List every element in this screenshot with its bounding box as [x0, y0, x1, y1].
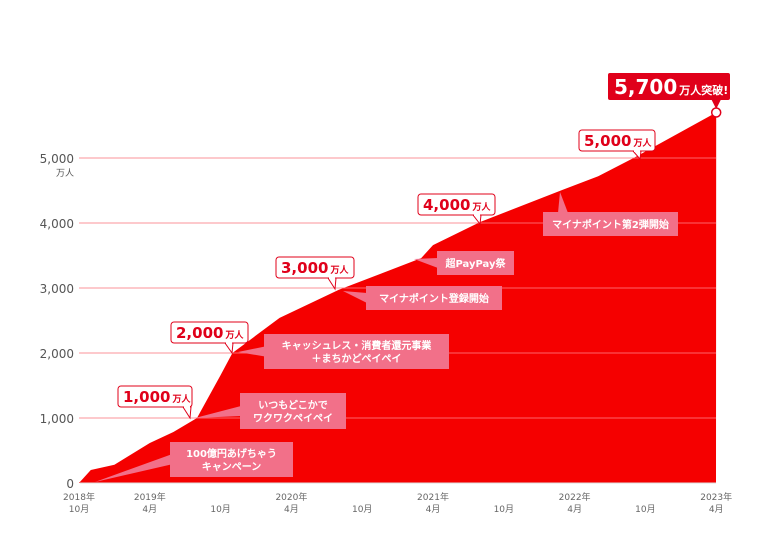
- milestone-callout: 5,000 万人: [578, 129, 656, 161]
- event-callout: マイナポイント登録開始: [343, 286, 502, 310]
- x-tick-year: 2018年: [63, 491, 95, 503]
- event-box: [437, 251, 514, 275]
- event-label: ワクワクペイペイ: [253, 413, 333, 425]
- event-label: いつもどこかで: [258, 399, 328, 412]
- event-box: [543, 212, 678, 236]
- event-label: マイナポイント第2弾開始: [552, 218, 669, 231]
- milestone-unit: 万人: [224, 329, 244, 341]
- event-label: キャンペーン: [202, 461, 262, 473]
- callout-pointer: [327, 277, 337, 291]
- x-tick-year: 2020年: [275, 491, 307, 503]
- x-tick-month: 10月: [635, 504, 655, 515]
- milestone-callout: 3,000 万人: [275, 256, 355, 291]
- milestone-unit: 万人: [632, 137, 652, 149]
- milestone-label: 2,000 万人: [176, 324, 244, 342]
- y-tick-label: 2,000: [40, 347, 74, 361]
- milestone-box: [117, 385, 193, 408]
- headline-callout: 5,700 万人突破!: [608, 73, 730, 109]
- milestone-number: 3,000: [281, 259, 328, 277]
- x-tick-year: 2021年: [417, 491, 449, 503]
- event-box: [170, 442, 293, 477]
- milestone-unit: 万人: [471, 201, 491, 213]
- x-tick-month: 10月: [210, 504, 230, 515]
- event-label: 超PayPay祭: [444, 257, 506, 270]
- x-tick-month: 4月: [567, 504, 582, 515]
- milestone-label: 3,000 万人: [281, 259, 349, 277]
- callout-pointer: [414, 258, 438, 268]
- event-box: [240, 393, 346, 429]
- x-tick-year: 2019年: [134, 491, 166, 503]
- x-tick-month: 4月: [284, 504, 299, 515]
- milestone-box: [275, 256, 355, 279]
- headline-label: 5,700 万人突破!: [614, 75, 728, 99]
- milestone-callout: 1,000 万人: [117, 385, 193, 420]
- milestone-unit: 万人: [329, 264, 349, 276]
- event-label: ＋まちかどペイペイ: [312, 352, 402, 365]
- x-tick-month: 10月: [494, 504, 514, 515]
- callout-pointer: [558, 192, 568, 213]
- milestone-callout: 2,000 万人: [170, 321, 249, 355]
- event-callout: マイナポイント第2弾開始: [543, 192, 678, 236]
- milestone-label: 5,000 万人: [584, 132, 652, 150]
- callout-pointer: [238, 346, 265, 357]
- event-label: マイナポイント登録開始: [379, 292, 489, 305]
- milestone-callout: 4,000 万人: [417, 193, 496, 226]
- milestone-number: 5,000: [584, 132, 631, 150]
- milestone-label: 4,000 万人: [423, 196, 491, 214]
- callout-pointer: [343, 291, 367, 303]
- milestone-number: 1,000: [123, 388, 170, 406]
- event-callout: 超PayPay祭: [414, 251, 514, 275]
- milestone-number: 2,000: [176, 324, 223, 342]
- callout-pointer: [195, 406, 241, 418]
- x-tick-month: 10月: [352, 504, 372, 515]
- x-tick-month: 10月: [69, 504, 89, 515]
- event-box: [264, 334, 449, 369]
- y-unit-label: 万人: [56, 168, 74, 179]
- milestone-box: [417, 193, 496, 216]
- event-label: キャッシュレス・消費者還元事業: [282, 339, 433, 352]
- x-tick-month: 4月: [709, 504, 724, 515]
- event-callout: キャッシュレス・消費者還元事業＋まちかどペイペイ: [238, 334, 449, 369]
- y-tick-label: 3,000: [40, 282, 74, 296]
- milestone-box: [578, 129, 656, 152]
- latest-point-marker: [710, 107, 722, 118]
- callout-pointer: [95, 454, 171, 482]
- x-tick-month: 4月: [142, 504, 157, 515]
- milestone-label: 1,000 万人: [123, 388, 191, 406]
- y-tick-label: 5,000: [40, 152, 74, 166]
- callout-pointer: [182, 406, 192, 420]
- y-tick-label: 4,000: [40, 217, 74, 231]
- event-label: 100億円あげちゃう: [186, 447, 277, 460]
- headline-number: 5,700: [614, 75, 677, 99]
- x-tick-year: 2022年: [559, 491, 591, 503]
- callout-pointer: [711, 99, 722, 109]
- callout-pointer: [224, 342, 234, 355]
- y-tick-label: 1,000: [40, 412, 74, 426]
- headline-box: [608, 73, 730, 100]
- milestone-box: [170, 321, 249, 344]
- milestone-number: 4,000: [423, 196, 470, 214]
- milestone-unit: 万人: [171, 393, 191, 405]
- x-tick-month: 4月: [426, 504, 441, 515]
- event-box: [366, 286, 502, 310]
- headline-unit: 万人突破!: [678, 83, 728, 97]
- x-tick-year: 2023年: [700, 491, 732, 503]
- y-tick-label: 0: [66, 477, 74, 491]
